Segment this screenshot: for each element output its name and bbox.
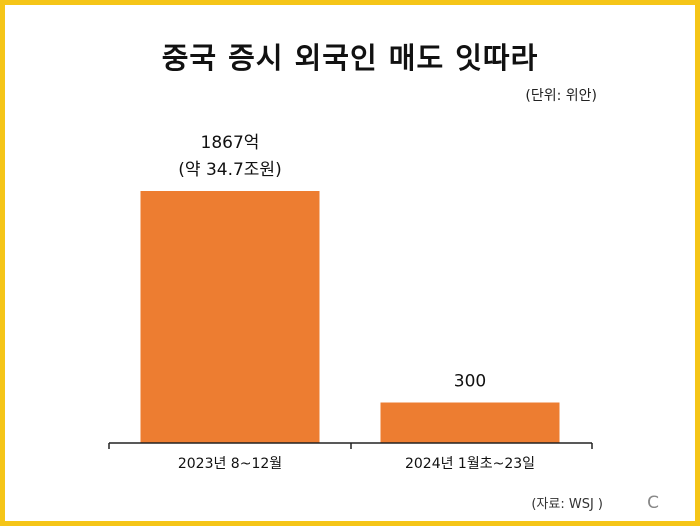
data-label-1-line-1: 1867억 (201, 133, 260, 153)
bar-1 (140, 191, 320, 443)
bar-chart: 1867억 (약 34.7조원) 2023년 8~12월 300 2024년 1월초~2… (108, 133, 593, 472)
publisher-logo: C (647, 493, 659, 513)
source-note: (자료: WSJ ) (531, 497, 603, 512)
category-label-1: 2023년 8~12월 (178, 456, 282, 472)
bar-2 (380, 402, 560, 443)
chart-title: 중국 증시 외국인 매도 잇따라 (161, 41, 539, 75)
category-label-2: 2024년 1월초~23일 (405, 456, 535, 472)
data-label-2: 300 (454, 372, 486, 392)
unit-label: (단위: 위안) (525, 88, 597, 104)
data-label-1-line-2: (약 34.7조원) (178, 160, 281, 180)
